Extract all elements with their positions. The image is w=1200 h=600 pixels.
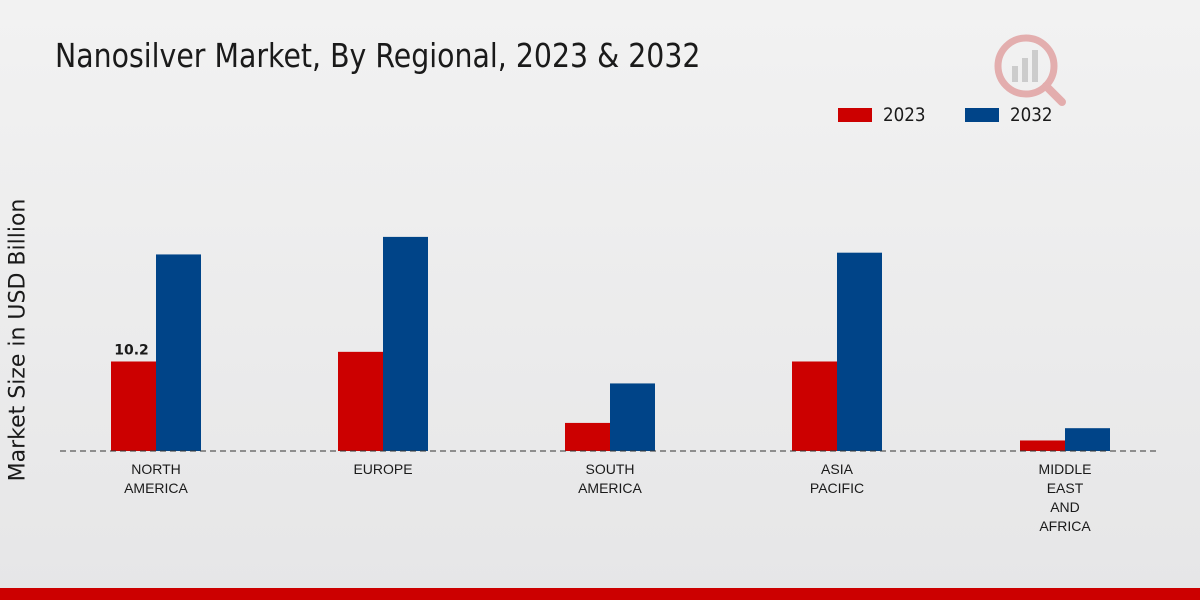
- x-tick-label: NORTH: [131, 461, 181, 477]
- x-tick-label: PACIFIC: [810, 480, 864, 496]
- bar-2032-4: [1065, 428, 1110, 451]
- bar-2023-3: [792, 361, 837, 451]
- x-tick-label: SOUTH: [586, 461, 635, 477]
- x-tick-label: EAST: [1047, 480, 1084, 496]
- x-tick-label: ASIA: [821, 461, 854, 477]
- x-tick-label: AMERICA: [578, 480, 642, 496]
- bar-2023-4: [1020, 440, 1065, 451]
- legend-item-2032: 2032: [965, 104, 1058, 126]
- bar-2023-0: [111, 361, 156, 451]
- footer-bar: [0, 588, 1200, 600]
- chart-title: Nanosilver Market, By Regional, 2023 & 2…: [55, 36, 701, 75]
- legend-label-2032: 2032: [1010, 104, 1053, 126]
- legend-item-2023: 2023: [838, 104, 931, 126]
- bar-2032-1: [383, 236, 428, 451]
- legend: 2023 2032: [838, 104, 1093, 126]
- x-tick-label: AND: [1050, 499, 1080, 515]
- x-tick-label: EUROPE: [353, 461, 412, 477]
- bar-2023-2: [565, 422, 610, 451]
- bar-2032-2: [610, 383, 655, 451]
- bar-2023-1: [338, 351, 383, 451]
- legend-swatch-2032: [965, 108, 1000, 122]
- x-tick-label: MIDDLE: [1039, 461, 1092, 477]
- legend-swatch-2023: [838, 108, 872, 122]
- legend-label-2023: 2023: [883, 104, 926, 126]
- x-tick-label: AMERICA: [124, 480, 188, 496]
- x-tick-label: AFRICA: [1039, 518, 1091, 534]
- logo-icon: [994, 34, 1066, 106]
- bar-2032-0: [156, 254, 201, 451]
- bar-2032-3: [837, 252, 882, 451]
- data-label: 10.2: [114, 342, 149, 358]
